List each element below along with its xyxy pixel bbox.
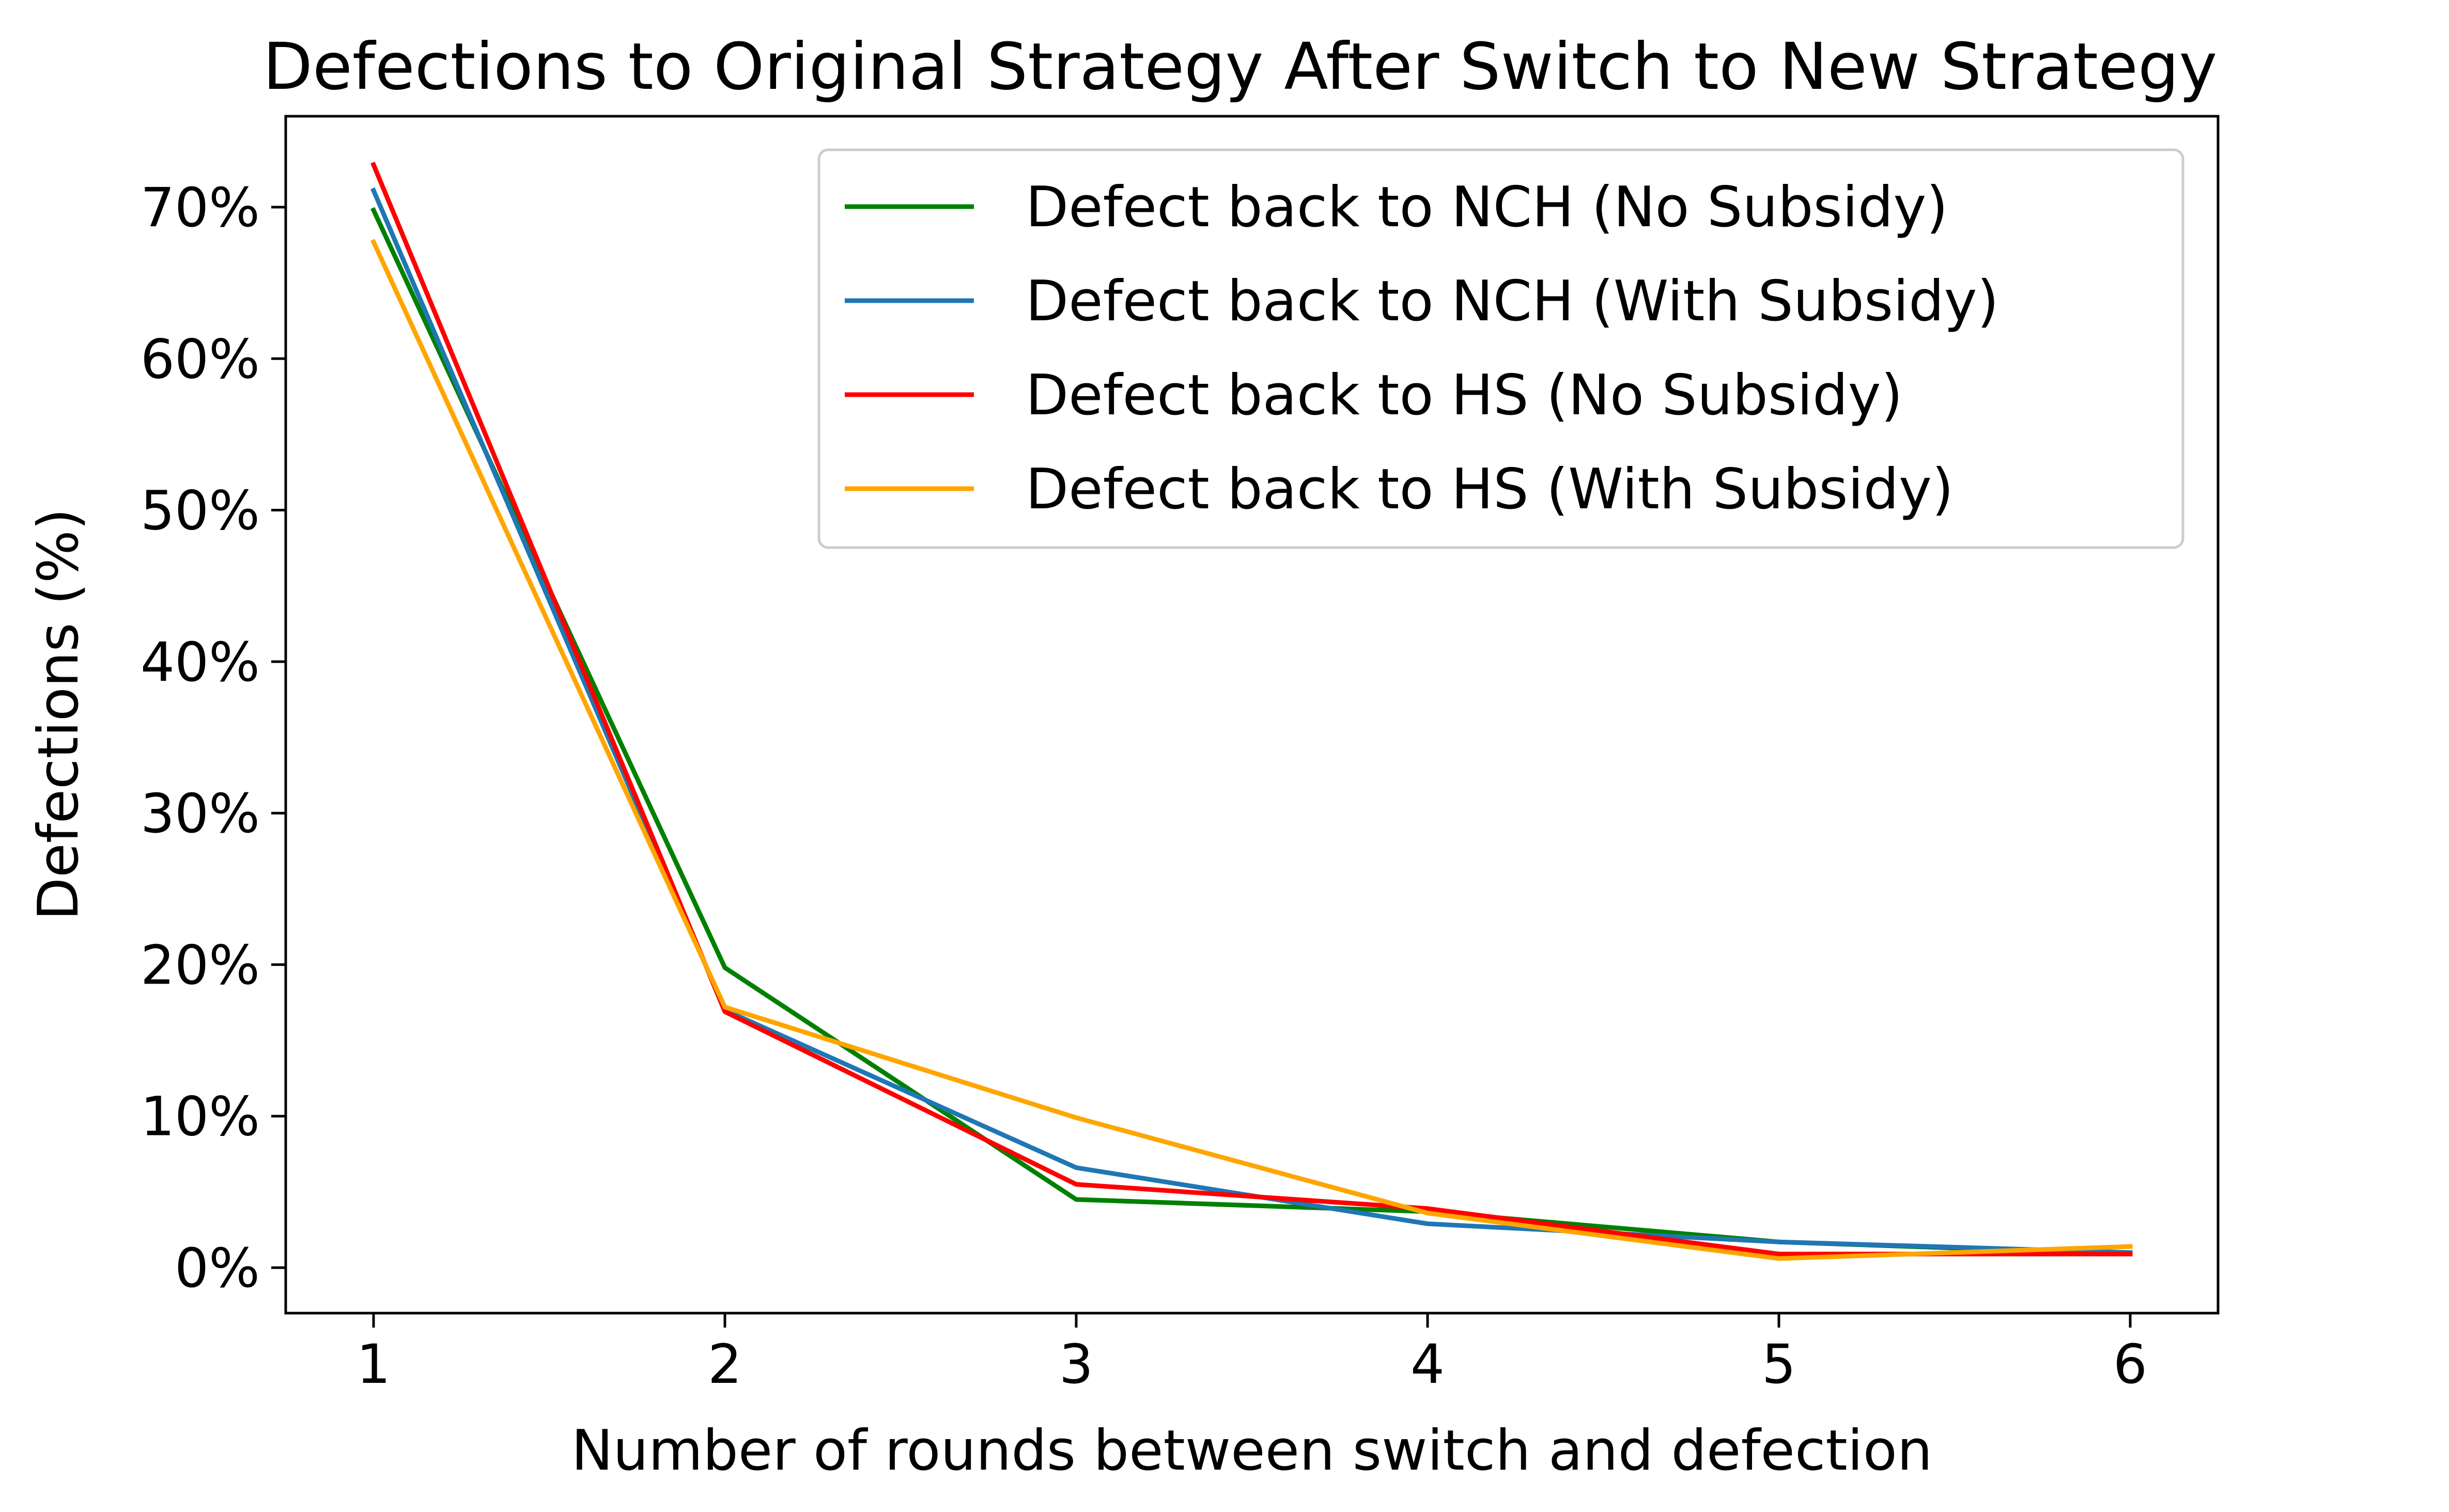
x-tick-label: 4	[1411, 1333, 1445, 1396]
x-tick-label: 1	[357, 1333, 391, 1396]
plot-area	[284, 115, 2220, 1315]
x-axis-label: Number of rounds between switch and defe…	[571, 1419, 1932, 1483]
y-axis-ticks: 0% 10% 20% 30% 40% 50% 60% 70%	[141, 176, 286, 1300]
y-tick-label: 10%	[141, 1085, 260, 1148]
y-tick-label: 50%	[141, 479, 260, 542]
y-axis-label: Defections (%)	[26, 508, 91, 921]
legend-label-4: Defect back to HS (With Subsidy)	[1026, 457, 1954, 522]
y-tick-label: 40%	[141, 631, 260, 694]
y-tick-label: 70%	[141, 176, 260, 239]
x-tick-label: 2	[708, 1333, 742, 1396]
legend-label-2: Defect back to NCH (With Subsidy)	[1026, 269, 1999, 334]
legend-box	[817, 148, 2184, 549]
y-tick-label: 0%	[175, 1237, 260, 1300]
chart-title: Defections to Original Strategy After Sw…	[263, 29, 2218, 104]
legend: Defect back to NCH (No Subsidy) Defect ba…	[817, 148, 2184, 549]
series-line-4	[370, 239, 2133, 1261]
x-tick-label: 6	[2113, 1333, 2147, 1396]
legend-label-1: Defect back to NCH (No Subsidy)	[1026, 175, 1948, 240]
y-tick-label: 20%	[141, 933, 260, 996]
y-tick-label: 30%	[141, 782, 260, 845]
x-tick-label: 5	[1762, 1333, 1796, 1396]
y-tick-label: 60%	[141, 328, 260, 391]
series-layer	[370, 162, 2133, 1261]
x-axis-ticks: 1 2 3 4 5 6	[357, 1313, 2147, 1396]
legend-label-3: Defect back to HS (No Subsidy)	[1026, 363, 1903, 428]
series-line-3	[370, 162, 2133, 1257]
x-tick-label: 3	[1059, 1333, 1093, 1396]
